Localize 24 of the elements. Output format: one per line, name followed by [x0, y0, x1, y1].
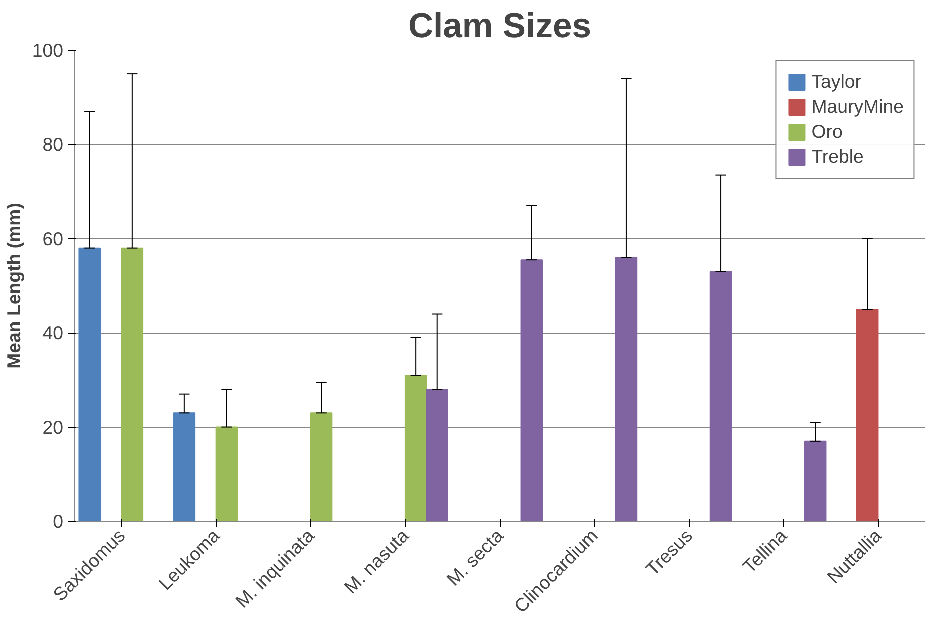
y-tick-label: 80 — [42, 134, 64, 156]
legend-label: Taylor — [812, 71, 862, 93]
bar — [804, 440, 827, 522]
legend-label: MauryMine — [812, 96, 904, 118]
bar — [216, 426, 238, 522]
bar — [121, 248, 144, 522]
bar — [426, 389, 448, 522]
bar — [78, 248, 102, 522]
bar — [615, 257, 638, 522]
bar — [310, 412, 333, 522]
y-tick-label: 20 — [42, 416, 64, 438]
y-tick-label: 100 — [32, 40, 64, 61]
bar — [173, 412, 196, 522]
legend-label: Oro — [812, 121, 843, 143]
legend-label: Treble — [812, 146, 864, 168]
chart-title: Clam Sizes — [408, 8, 592, 46]
y-tick-label: 40 — [42, 322, 64, 344]
bar — [710, 271, 732, 522]
y-tick-label: 0 — [53, 511, 64, 532]
bar — [520, 260, 544, 522]
bar — [404, 374, 428, 522]
y-axis-title: Mean Length (mm) — [3, 203, 24, 369]
bar — [856, 309, 879, 522]
y-tick-label: 60 — [42, 228, 64, 250]
